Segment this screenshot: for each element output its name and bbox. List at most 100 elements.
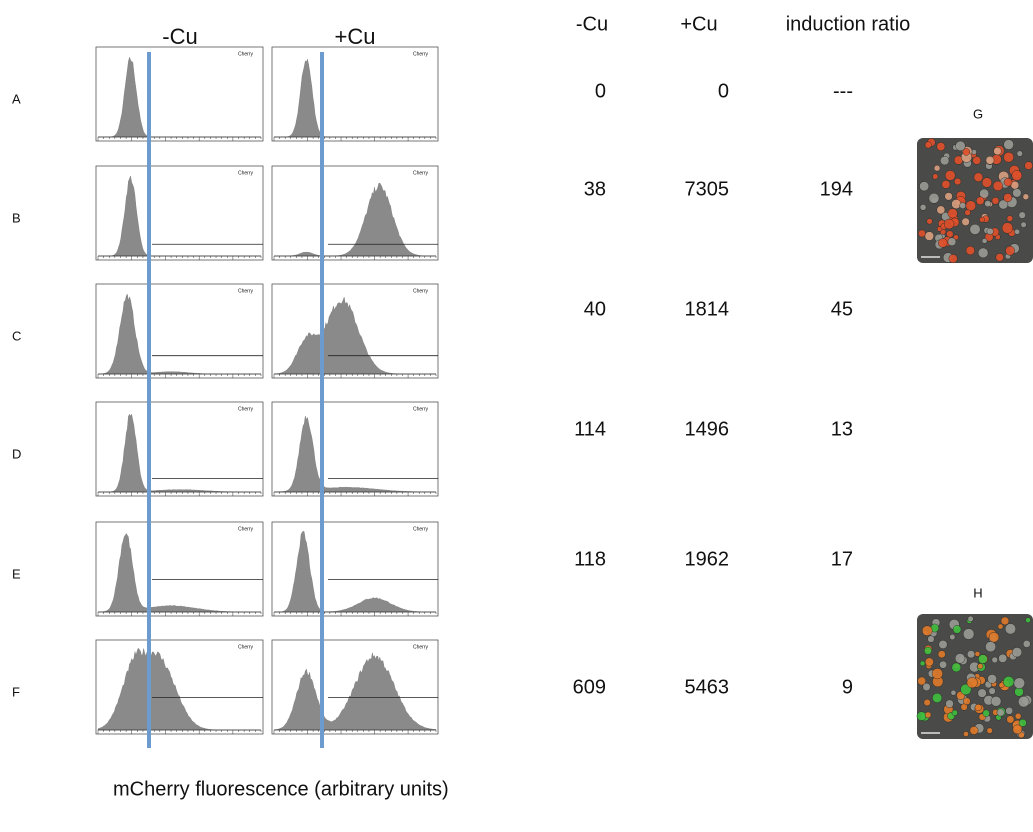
panel-frame: [271, 46, 439, 142]
cell: [992, 180, 1004, 192]
cell: [998, 653, 1008, 663]
cell: [998, 682, 1005, 689]
cell: [982, 709, 990, 717]
cell: [985, 641, 997, 653]
cell: [979, 188, 990, 199]
histogram-panel: Cherry: [271, 401, 439, 497]
cell: [919, 660, 926, 667]
cell: [1024, 161, 1033, 170]
cell: [1005, 245, 1015, 256]
value-minus: 0: [595, 80, 606, 102]
cell: [953, 177, 962, 186]
histogram: [274, 182, 436, 257]
value-plus: 1814: [685, 298, 730, 320]
value-plus: 1962: [685, 548, 730, 570]
cell: [923, 646, 932, 655]
histogram-panel: Cherry: [95, 46, 264, 142]
table-header: -Cu: [576, 13, 608, 35]
cell: [973, 172, 984, 182]
histogram-panel: Cherry: [95, 165, 264, 261]
cell: [924, 141, 932, 149]
panel-label: Cherry: [238, 406, 254, 412]
cell: [1018, 211, 1026, 219]
cell: [917, 676, 927, 686]
histogram-panel: Cherry: [95, 639, 264, 735]
value-minus: 118: [574, 548, 606, 570]
cell: [979, 216, 985, 223]
panel-label: Cherry: [238, 170, 254, 176]
cell: [969, 726, 979, 735]
value-ratio: 194: [820, 178, 853, 200]
cell: [940, 155, 950, 166]
panel-frame: [271, 521, 439, 617]
row-label: B: [12, 210, 21, 225]
histogram: [273, 652, 437, 731]
cell: [965, 200, 977, 212]
row-label: E: [12, 566, 21, 581]
cell: [966, 650, 976, 659]
column-header: -Cu: [162, 24, 197, 49]
value-plus: 1496: [685, 418, 730, 440]
cell: [1018, 718, 1027, 727]
image-label: G: [973, 106, 983, 121]
cell: [959, 202, 967, 209]
panel-label: Cherry: [238, 644, 254, 650]
cell: [1002, 676, 1015, 688]
cell: [951, 199, 962, 210]
cell: [951, 662, 962, 673]
histogram-panel: Cherry: [271, 283, 439, 379]
histogram: [98, 293, 261, 375]
histogram-panel: Cherry: [271, 165, 439, 261]
cell: [931, 668, 943, 680]
histogram-panel: Cherry: [95, 521, 264, 617]
panel-label: Cherry: [413, 51, 429, 57]
histogram: [274, 530, 436, 613]
cell: [918, 229, 926, 238]
panel-frame: [271, 165, 439, 261]
cell: [963, 697, 971, 706]
cell: [969, 223, 981, 235]
cell: [924, 231, 935, 241]
table-header: induction ratio: [786, 13, 911, 35]
cell: [922, 682, 931, 692]
cell: [981, 238, 988, 244]
cell: [1005, 706, 1014, 715]
histogram: [274, 58, 436, 138]
cell: [1006, 215, 1014, 222]
histogram-panel: Cherry: [95, 401, 264, 497]
cell: [941, 180, 951, 189]
cell: [919, 181, 930, 192]
cell: [998, 199, 1009, 210]
cell: [997, 623, 1004, 630]
cell: [924, 711, 932, 719]
row-label: A: [12, 91, 21, 106]
cell: [947, 208, 958, 219]
panel-frame: [95, 46, 264, 142]
cell: [991, 197, 1000, 205]
cell: [988, 631, 1000, 643]
value-ratio: 17: [831, 548, 853, 570]
cell: [1012, 188, 1022, 198]
cell: [1018, 695, 1030, 708]
cell: [1022, 193, 1030, 200]
micrograph: [916, 614, 1033, 739]
panel-label: Cherry: [413, 526, 429, 532]
cell: [987, 674, 997, 684]
cell: [986, 227, 994, 235]
panel-frame: [95, 165, 264, 261]
cell: [939, 660, 948, 669]
value-plus: 5463: [685, 676, 730, 698]
value-ratio: 45: [831, 298, 853, 320]
cell: [1006, 715, 1015, 724]
cell: [936, 142, 946, 152]
cell: [1003, 139, 1014, 150]
histogram: [273, 296, 436, 375]
value-ratio: ---: [833, 80, 853, 102]
cell: [1003, 177, 1013, 187]
value-plus: 7305: [685, 178, 730, 200]
panel-label: Cherry: [413, 170, 429, 176]
panel-label: Cherry: [413, 406, 429, 412]
panel-label: Cherry: [413, 288, 429, 294]
panel-frame: [95, 521, 264, 617]
histogram: [97, 647, 261, 731]
